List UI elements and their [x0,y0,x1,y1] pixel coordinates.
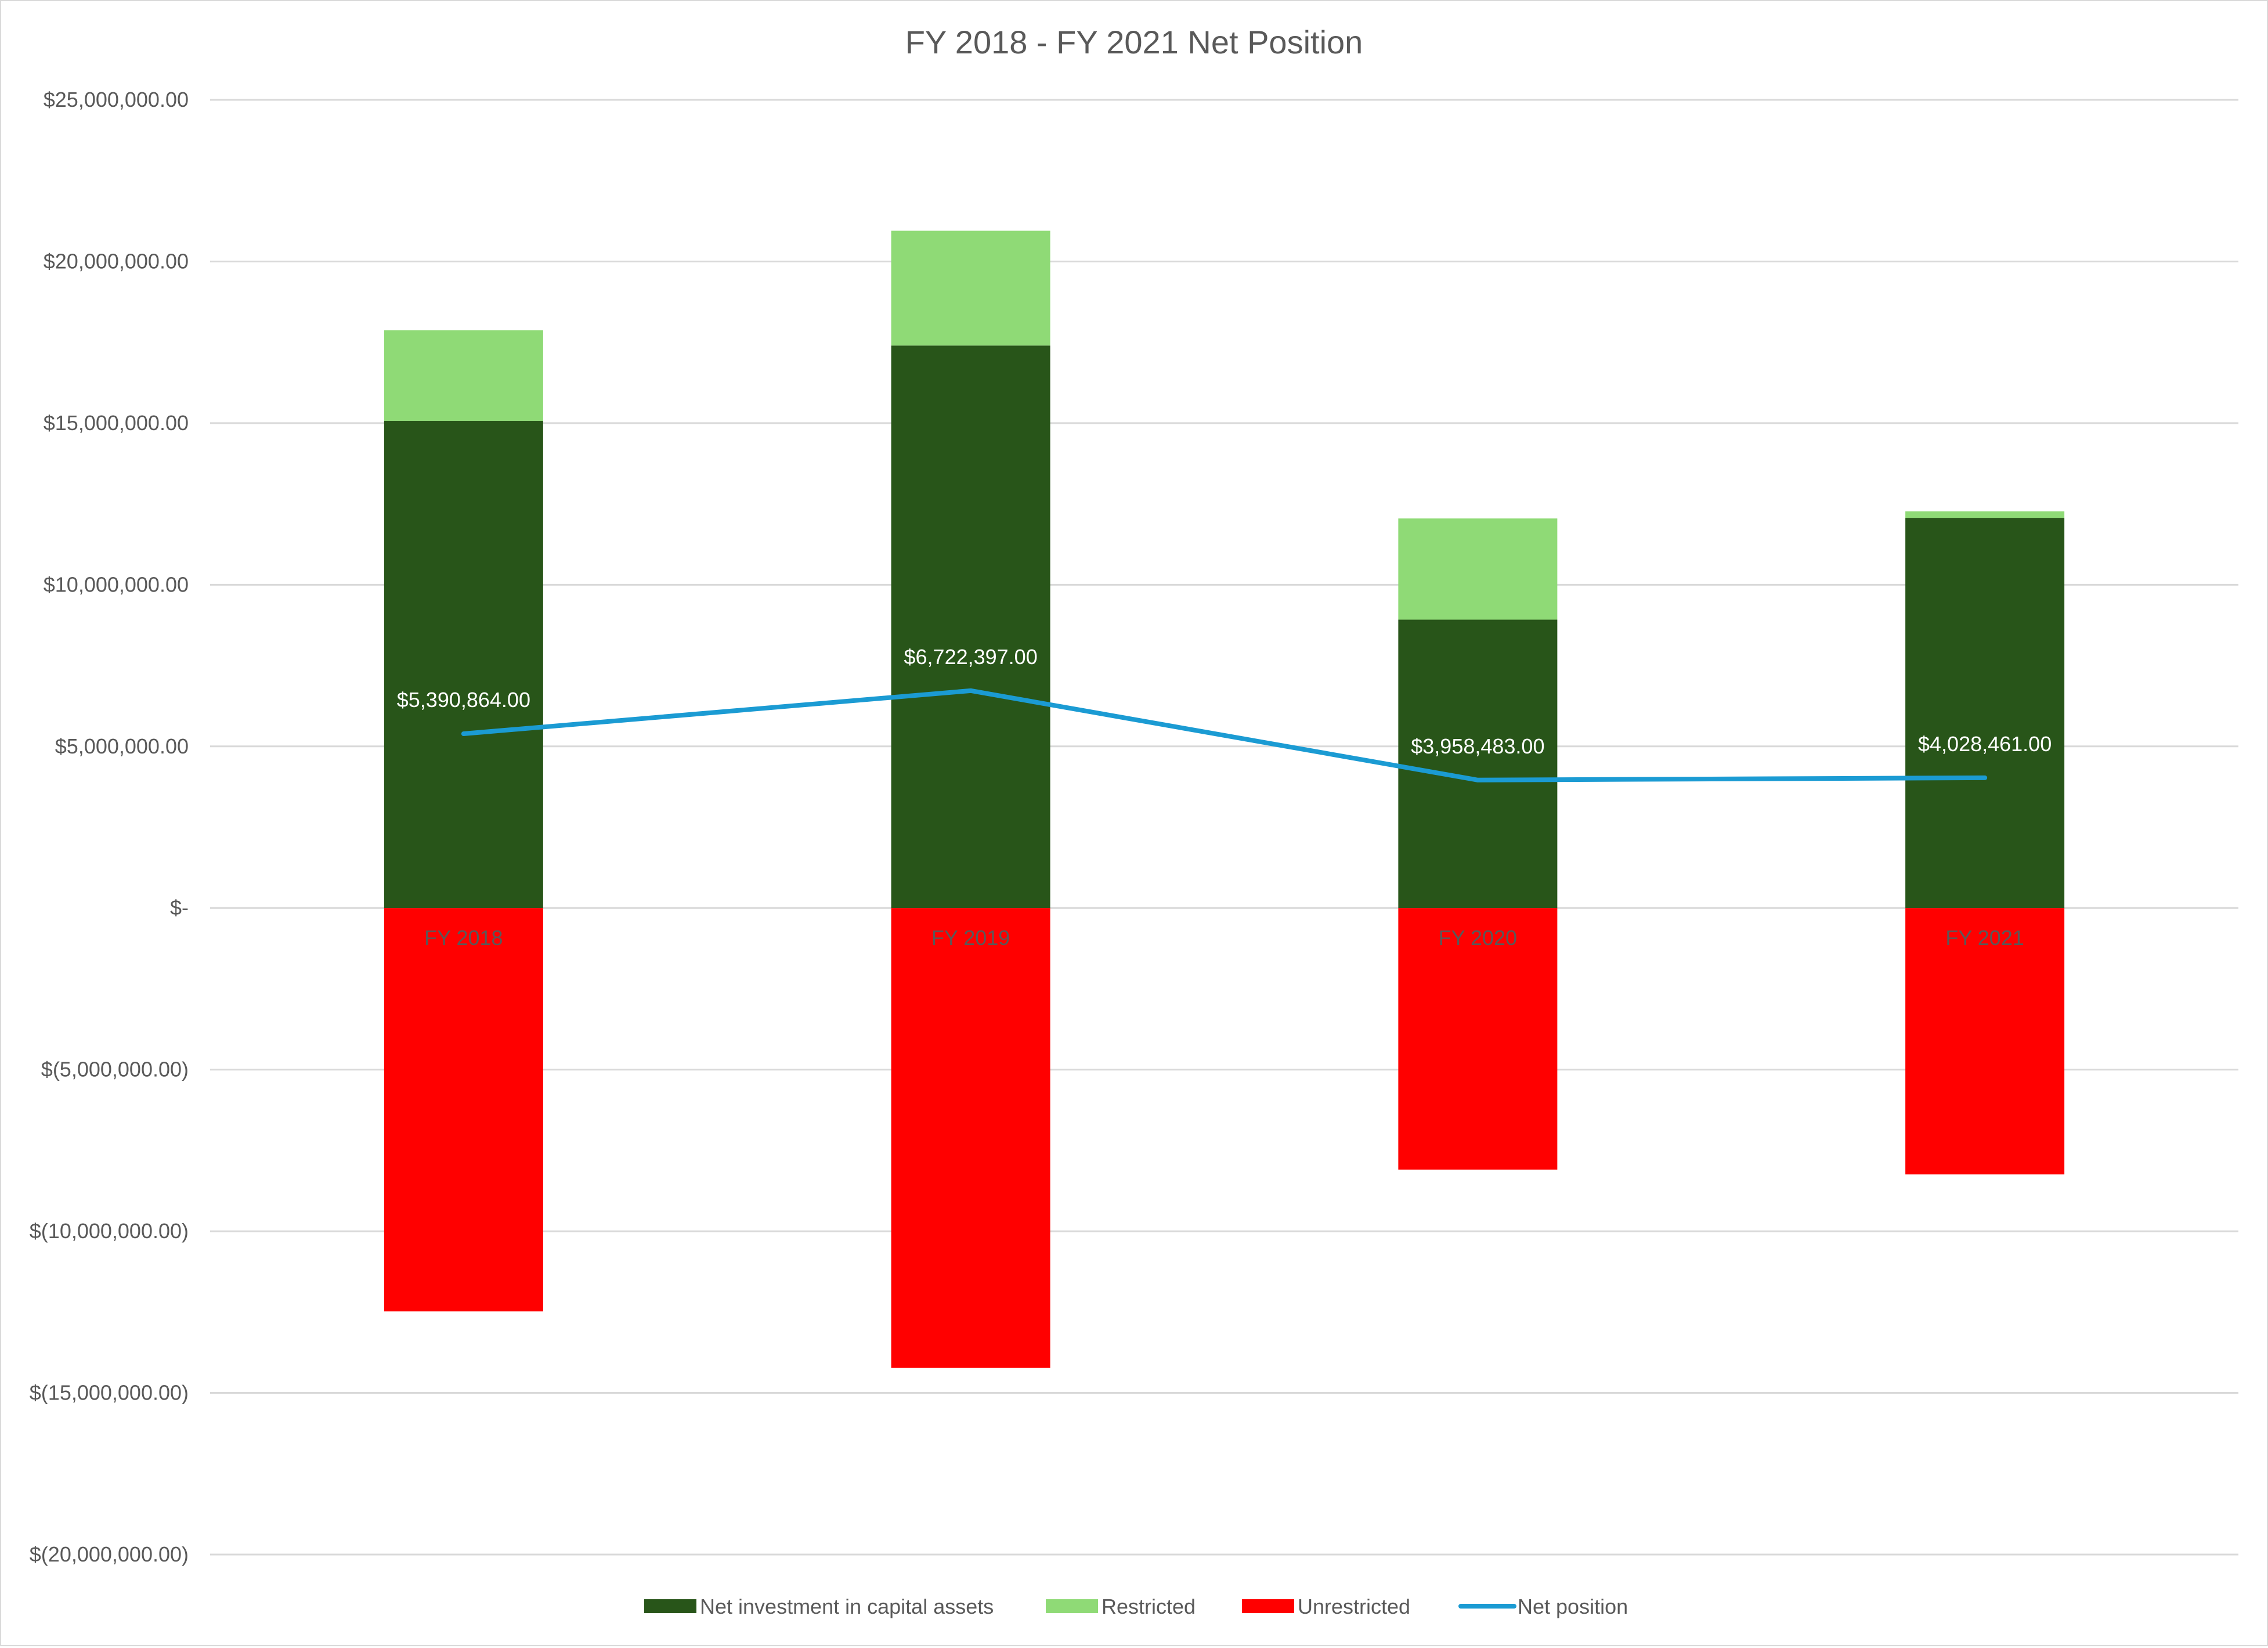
bar-unrestricted [1398,908,1558,1170]
bar-net-investment-in-capital-assets [1905,518,2065,908]
legend: Net investment in capital assets Restrict… [644,1595,1628,1618]
y-tick-label: $(10,000,000.00) [30,1219,189,1243]
y-tick-label: $10,000,000.00 [44,572,189,596]
net-position-data-label: $3,958,483.00 [1411,734,1544,758]
y-tick-label: $20,000,000.00 [44,249,189,273]
category-label: FY 2021 [1945,926,2024,950]
bar-restricted [1905,511,2065,518]
bar-unrestricted [384,908,543,1312]
y-tick-label: $5,000,000.00 [55,734,189,758]
legend-item: Restricted [1046,1595,1196,1618]
category-label: FY 2019 [931,926,1010,950]
chart-title: FY 2018 - FY 2021 Net Position [905,24,1363,60]
data-labels: $5,390,864.00 $6,722,397.00 $3,958,483.00 $… [397,645,2052,758]
bars [384,230,2065,1368]
bar-net-investment-in-capital-assets [384,420,543,908]
net-position-point [970,690,972,691]
category-labels: FY 2018 FY 2019 FY 2020 FY 2021 [424,926,2024,950]
gridlines [210,99,2238,1556]
legend-swatch [1046,1599,1098,1613]
legend-label: Net investment in capital assets [700,1595,994,1618]
legend-item: Net investment in capital assets [644,1595,994,1618]
bar-unrestricted [891,908,1050,1368]
net-position-line-layer [461,688,1988,782]
bar-net-investment-in-capital-assets [1398,619,1558,908]
bar-restricted [891,230,1050,346]
net-position-point [1477,779,1479,781]
legend-swatch [644,1599,696,1613]
net-position-point [463,733,464,735]
bar-net-investment-in-capital-assets [891,345,1050,908]
bar-unrestricted [1905,908,2065,1175]
legend-item: Unrestricted [1242,1595,1410,1618]
net-position-line [461,688,1988,782]
y-tick-label: $(15,000,000.00) [30,1381,189,1405]
y-tick-label: $15,000,000.00 [44,411,189,435]
legend-item: Net position [1458,1595,1628,1618]
net-position-data-label: $6,722,397.00 [904,645,1038,669]
y-tick-label: $(20,000,000.00) [30,1542,189,1566]
net-position-data-label: $5,390,864.00 [397,688,530,712]
net-position-point [1984,777,1986,778]
legend-swatch [1242,1599,1294,1613]
y-tick-label: $(5,000,000.00) [41,1058,189,1081]
legend-label: Net position [1518,1595,1628,1618]
legend-label: Unrestricted [1298,1595,1410,1618]
bar-restricted [384,330,543,421]
y-tick-label: $- [170,896,189,919]
y-axis-tick-labels: $25,000,000.00 $20,000,000.00 $15,000,000.… [30,88,189,1566]
legend-label: Restricted [1102,1595,1196,1618]
y-tick-label: $25,000,000.00 [44,88,189,111]
category-label: FY 2020 [1439,926,1517,950]
net-position-data-label: $4,028,461.00 [1918,732,2052,756]
category-label: FY 2018 [424,926,503,950]
bar-restricted [1398,518,1558,620]
